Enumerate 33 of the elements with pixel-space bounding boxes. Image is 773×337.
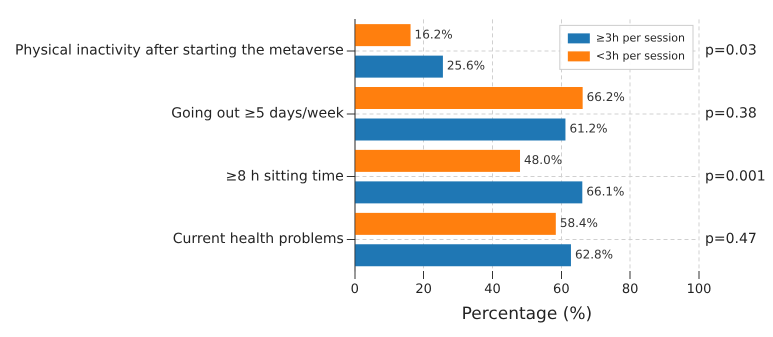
x-tick-label: 60	[553, 282, 570, 298]
x-tick-label: 80	[622, 282, 638, 298]
legend-label: ≥3h per session	[596, 31, 686, 44]
bar	[355, 244, 571, 266]
x-tick-label: 100	[686, 282, 712, 298]
text: p=0.001	[705, 168, 766, 184]
data-label: 62.8%	[574, 247, 614, 262]
bar	[355, 181, 582, 204]
bar	[355, 24, 411, 46]
data-label: 25.6%	[446, 58, 486, 73]
x-tick-label: 20	[415, 282, 432, 298]
y-tick-label: Going out ≥5 days/week	[171, 105, 345, 122]
x-tick-label: 0	[350, 282, 359, 298]
y-tick-label: ≥8 h sitting time	[225, 168, 344, 184]
bar	[355, 212, 556, 235]
legend-label: <3h per session	[596, 49, 686, 62]
data-label: 66.2%	[586, 90, 625, 104]
x-axis-title: Percentage (%)	[462, 304, 592, 324]
y-tick-label: Physical inactivity after starting the metaverse	[14, 42, 344, 58]
data-label: 16.2%	[414, 27, 453, 42]
data-label: 66.1%	[586, 184, 624, 198]
x-tick-label: 40	[484, 282, 501, 298]
bar	[355, 118, 566, 140]
bar	[355, 56, 443, 78]
data-label: 58.4%	[560, 216, 598, 230]
bar	[355, 150, 520, 172]
data-label: 61.2%	[569, 122, 608, 136]
text: p=0.03	[705, 42, 757, 58]
bar	[355, 87, 583, 110]
text: p=0.47	[705, 231, 757, 248]
y-tick-label: Current health problems	[172, 231, 344, 248]
data-label: 48.0%	[524, 153, 562, 168]
text: p=0.38	[705, 105, 757, 122]
